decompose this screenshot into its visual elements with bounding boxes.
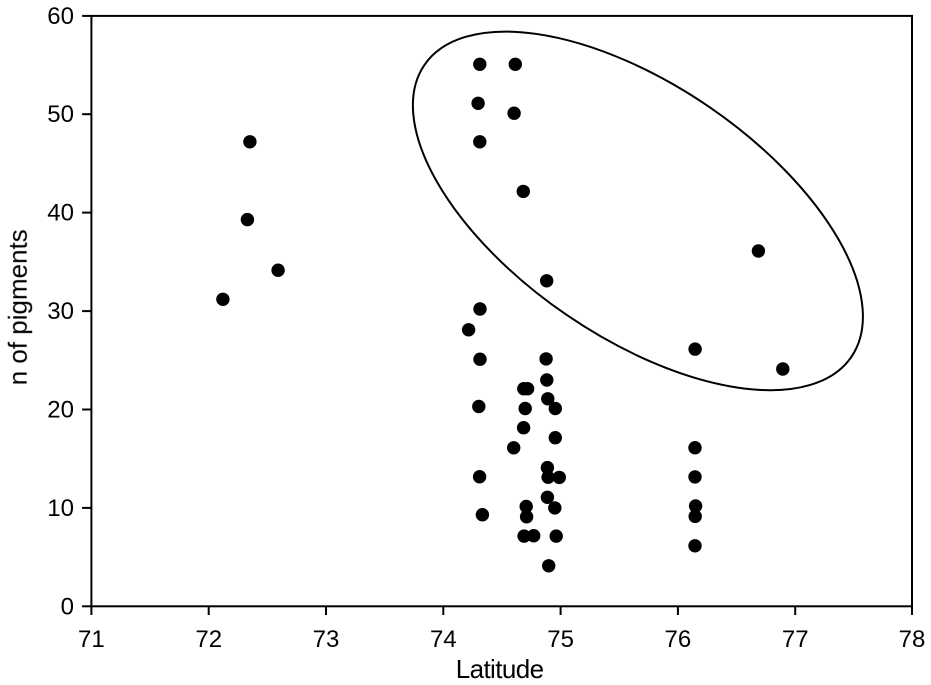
svg-text:0: 0 — [61, 593, 74, 620]
svg-text:n of pigments: n of pigments — [3, 229, 33, 385]
svg-text:Latitude: Latitude — [456, 654, 544, 684]
svg-text:75: 75 — [547, 626, 574, 653]
svg-text:71: 71 — [78, 626, 105, 653]
svg-text:74: 74 — [430, 626, 457, 653]
svg-text:40: 40 — [47, 200, 74, 227]
svg-text:10: 10 — [47, 495, 74, 522]
svg-text:76: 76 — [665, 626, 692, 653]
svg-text:78: 78 — [899, 626, 926, 653]
svg-text:60: 60 — [47, 3, 74, 30]
svg-text:72: 72 — [195, 626, 222, 653]
svg-text:30: 30 — [47, 298, 74, 325]
svg-text:20: 20 — [47, 397, 74, 424]
svg-text:77: 77 — [782, 626, 809, 653]
svg-text:73: 73 — [313, 626, 340, 653]
svg-text:50: 50 — [47, 101, 74, 128]
